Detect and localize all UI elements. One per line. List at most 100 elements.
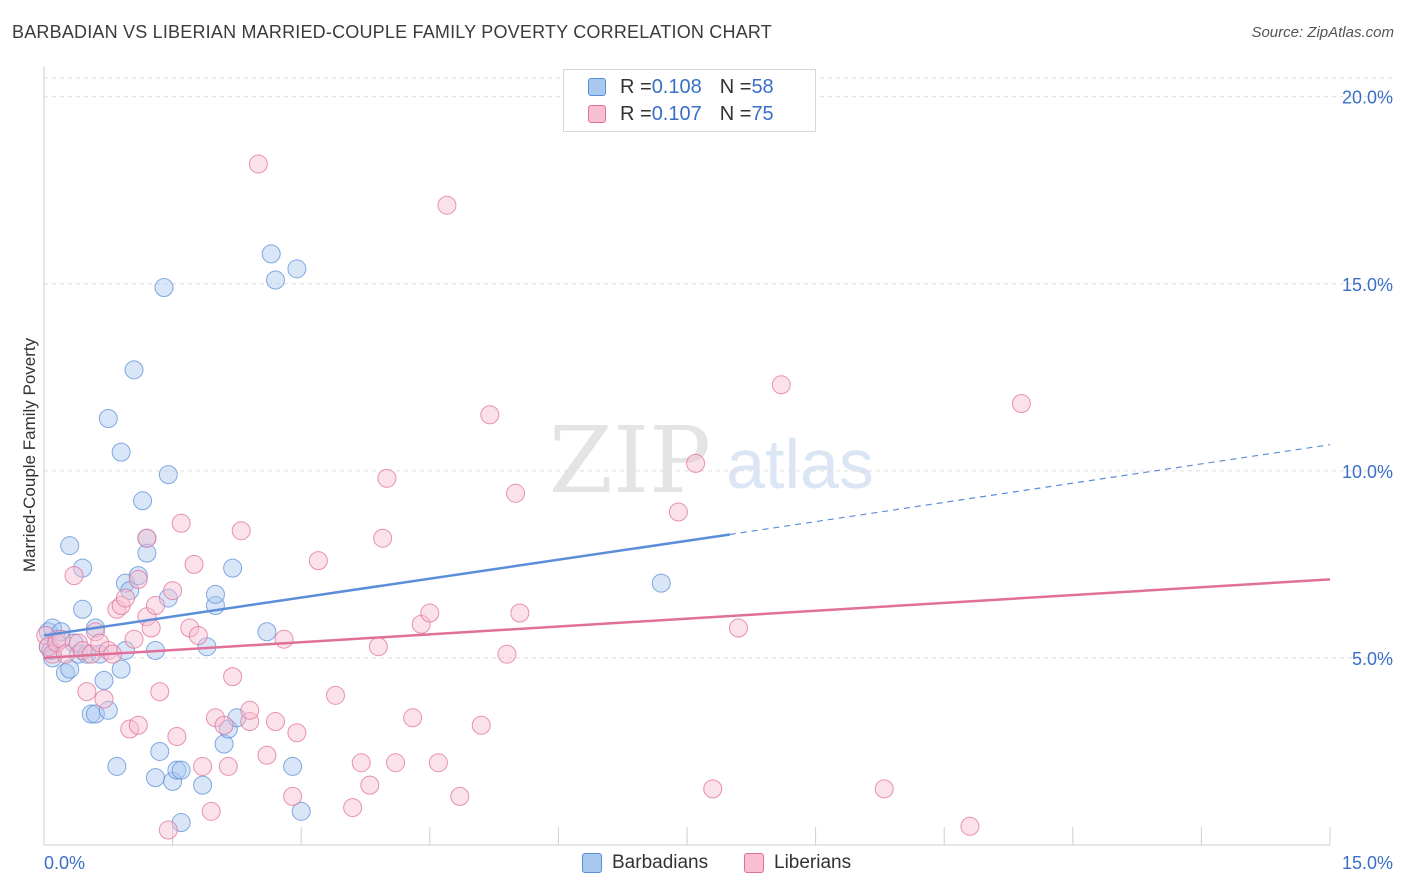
data-point-liberians: [124, 629, 144, 649]
data-point-liberians: [386, 753, 406, 773]
source-label: Source: ZipAtlas.com: [1251, 24, 1394, 41]
data-point-liberians: [343, 798, 363, 818]
data-point-barbadians: [73, 599, 93, 619]
legend-n-label: N =: [719, 102, 752, 125]
data-point-liberians: [171, 513, 191, 533]
data-point-barbadians: [150, 741, 170, 761]
trend-line-extension-barbadians: [729, 444, 1331, 536]
data-point-liberians: [771, 375, 791, 395]
data-point-liberians: [184, 554, 204, 574]
data-point-liberians: [308, 551, 328, 571]
data-point-liberians: [128, 715, 148, 735]
trend-line-barbadians: [43, 533, 731, 637]
data-point-barbadians: [60, 659, 80, 679]
data-point-liberians: [351, 753, 371, 773]
data-point-liberians: [497, 644, 517, 664]
data-point-liberians: [703, 779, 723, 799]
data-point-liberians: [145, 596, 165, 616]
data-point-barbadians: [287, 259, 307, 279]
data-point-liberians: [201, 801, 221, 821]
data-point-liberians: [214, 715, 234, 735]
data-point-liberians: [471, 715, 491, 735]
data-point-liberians: [510, 603, 530, 623]
data-point-liberians: [874, 779, 894, 799]
data-point-liberians: [287, 723, 307, 743]
data-point-liberians: [158, 820, 178, 840]
data-point-barbadians: [94, 670, 114, 690]
data-point-liberians: [325, 685, 345, 705]
legend-r-value-liberians: 0.107: [651, 102, 702, 125]
data-point-liberians: [248, 154, 268, 174]
data-point-liberians: [360, 775, 380, 795]
bottom-legend-liberians[interactable]: Liberians: [744, 852, 851, 874]
data-point-barbadians: [265, 270, 285, 290]
data-point-liberians: [403, 708, 423, 728]
data-point-barbadians: [98, 408, 118, 428]
data-point-barbadians: [205, 584, 225, 604]
watermark: ZIP atlas: [549, 407, 874, 514]
data-point-barbadians: [60, 536, 80, 556]
chart-title: BARBADIAN VS LIBERIAN MARRIED-COUPLE FAM…: [12, 22, 772, 42]
data-point-liberians: [506, 483, 526, 503]
data-point-liberians: [77, 682, 97, 702]
data-point-liberians: [163, 581, 183, 601]
x-tick-label-max: 15.0%: [1342, 853, 1393, 873]
legend-r-label: R =: [620, 75, 652, 98]
data-point-liberians: [686, 453, 706, 473]
legend-swatch-liberians: [588, 105, 606, 123]
data-point-liberians: [373, 528, 393, 548]
data-point-barbadians: [651, 573, 671, 593]
data-point-liberians: [64, 566, 84, 586]
data-point-barbadians: [85, 704, 105, 724]
data-point-liberians: [188, 625, 208, 645]
bottom-legend-barbadians[interactable]: Barbadians: [582, 852, 708, 874]
legend-swatch-barbadians: [588, 78, 606, 96]
data-point-liberians: [420, 603, 440, 623]
y-tick-label: 5.0%: [1352, 649, 1393, 669]
y-tick-label: 20.0%: [1342, 88, 1393, 108]
data-point-liberians: [428, 753, 448, 773]
data-point-liberians: [223, 667, 243, 687]
data-point-liberians: [437, 195, 457, 215]
data-point-barbadians: [193, 775, 213, 795]
tick-labels: 5.0% 10.0% 15.0% 20.0% 0.0% 15.0%: [44, 88, 1393, 873]
data-point-barbadians: [98, 700, 118, 720]
data-point-liberians: [274, 629, 294, 649]
data-point-liberians: [128, 569, 148, 589]
data-point-liberians: [450, 786, 470, 806]
data-point-barbadians: [283, 756, 303, 776]
data-point-liberians: [193, 756, 213, 776]
axes: [43, 66, 1331, 846]
grid-lines: [44, 77, 1395, 659]
y-axis-label: Married-Couple Family Poverty: [20, 337, 39, 573]
legend: R = 0.108 N = 58 R = 0.107 N = 75: [563, 69, 816, 132]
data-point-barbadians: [223, 558, 243, 578]
data-point-barbadians: [257, 622, 277, 642]
legend-n-label: N =: [719, 75, 752, 98]
data-point-liberians: [115, 588, 135, 608]
data-point-barbadians: [124, 360, 144, 380]
data-point-liberians: [368, 637, 388, 657]
data-point-liberians: [668, 502, 688, 522]
bottom-legend-swatch-liberians: [744, 853, 764, 873]
data-point-liberians: [265, 712, 285, 732]
watermark-zip: ZIP: [549, 407, 711, 514]
data-point-liberians: [257, 745, 277, 765]
bottom-legend-label-liberians: Liberians: [774, 852, 852, 873]
data-point-liberians: [728, 618, 748, 638]
series-liberians-points: [36, 154, 1031, 840]
data-point-liberians: [218, 756, 238, 776]
legend-r-label: R =: [620, 102, 652, 125]
y-tick-label: 10.0%: [1342, 462, 1393, 482]
legend-row-barbadians: R = 0.108 N = 58: [588, 76, 774, 98]
data-point-barbadians: [261, 244, 281, 264]
data-point-barbadians: [111, 442, 131, 462]
data-point-liberians: [231, 521, 251, 541]
legend-n-value-liberians: 75: [751, 102, 774, 125]
data-point-liberians: [240, 712, 260, 732]
trend-line-liberians: [43, 578, 1331, 660]
data-point-barbadians: [171, 760, 191, 780]
data-point-barbadians: [111, 659, 131, 679]
data-point-barbadians: [107, 756, 127, 776]
